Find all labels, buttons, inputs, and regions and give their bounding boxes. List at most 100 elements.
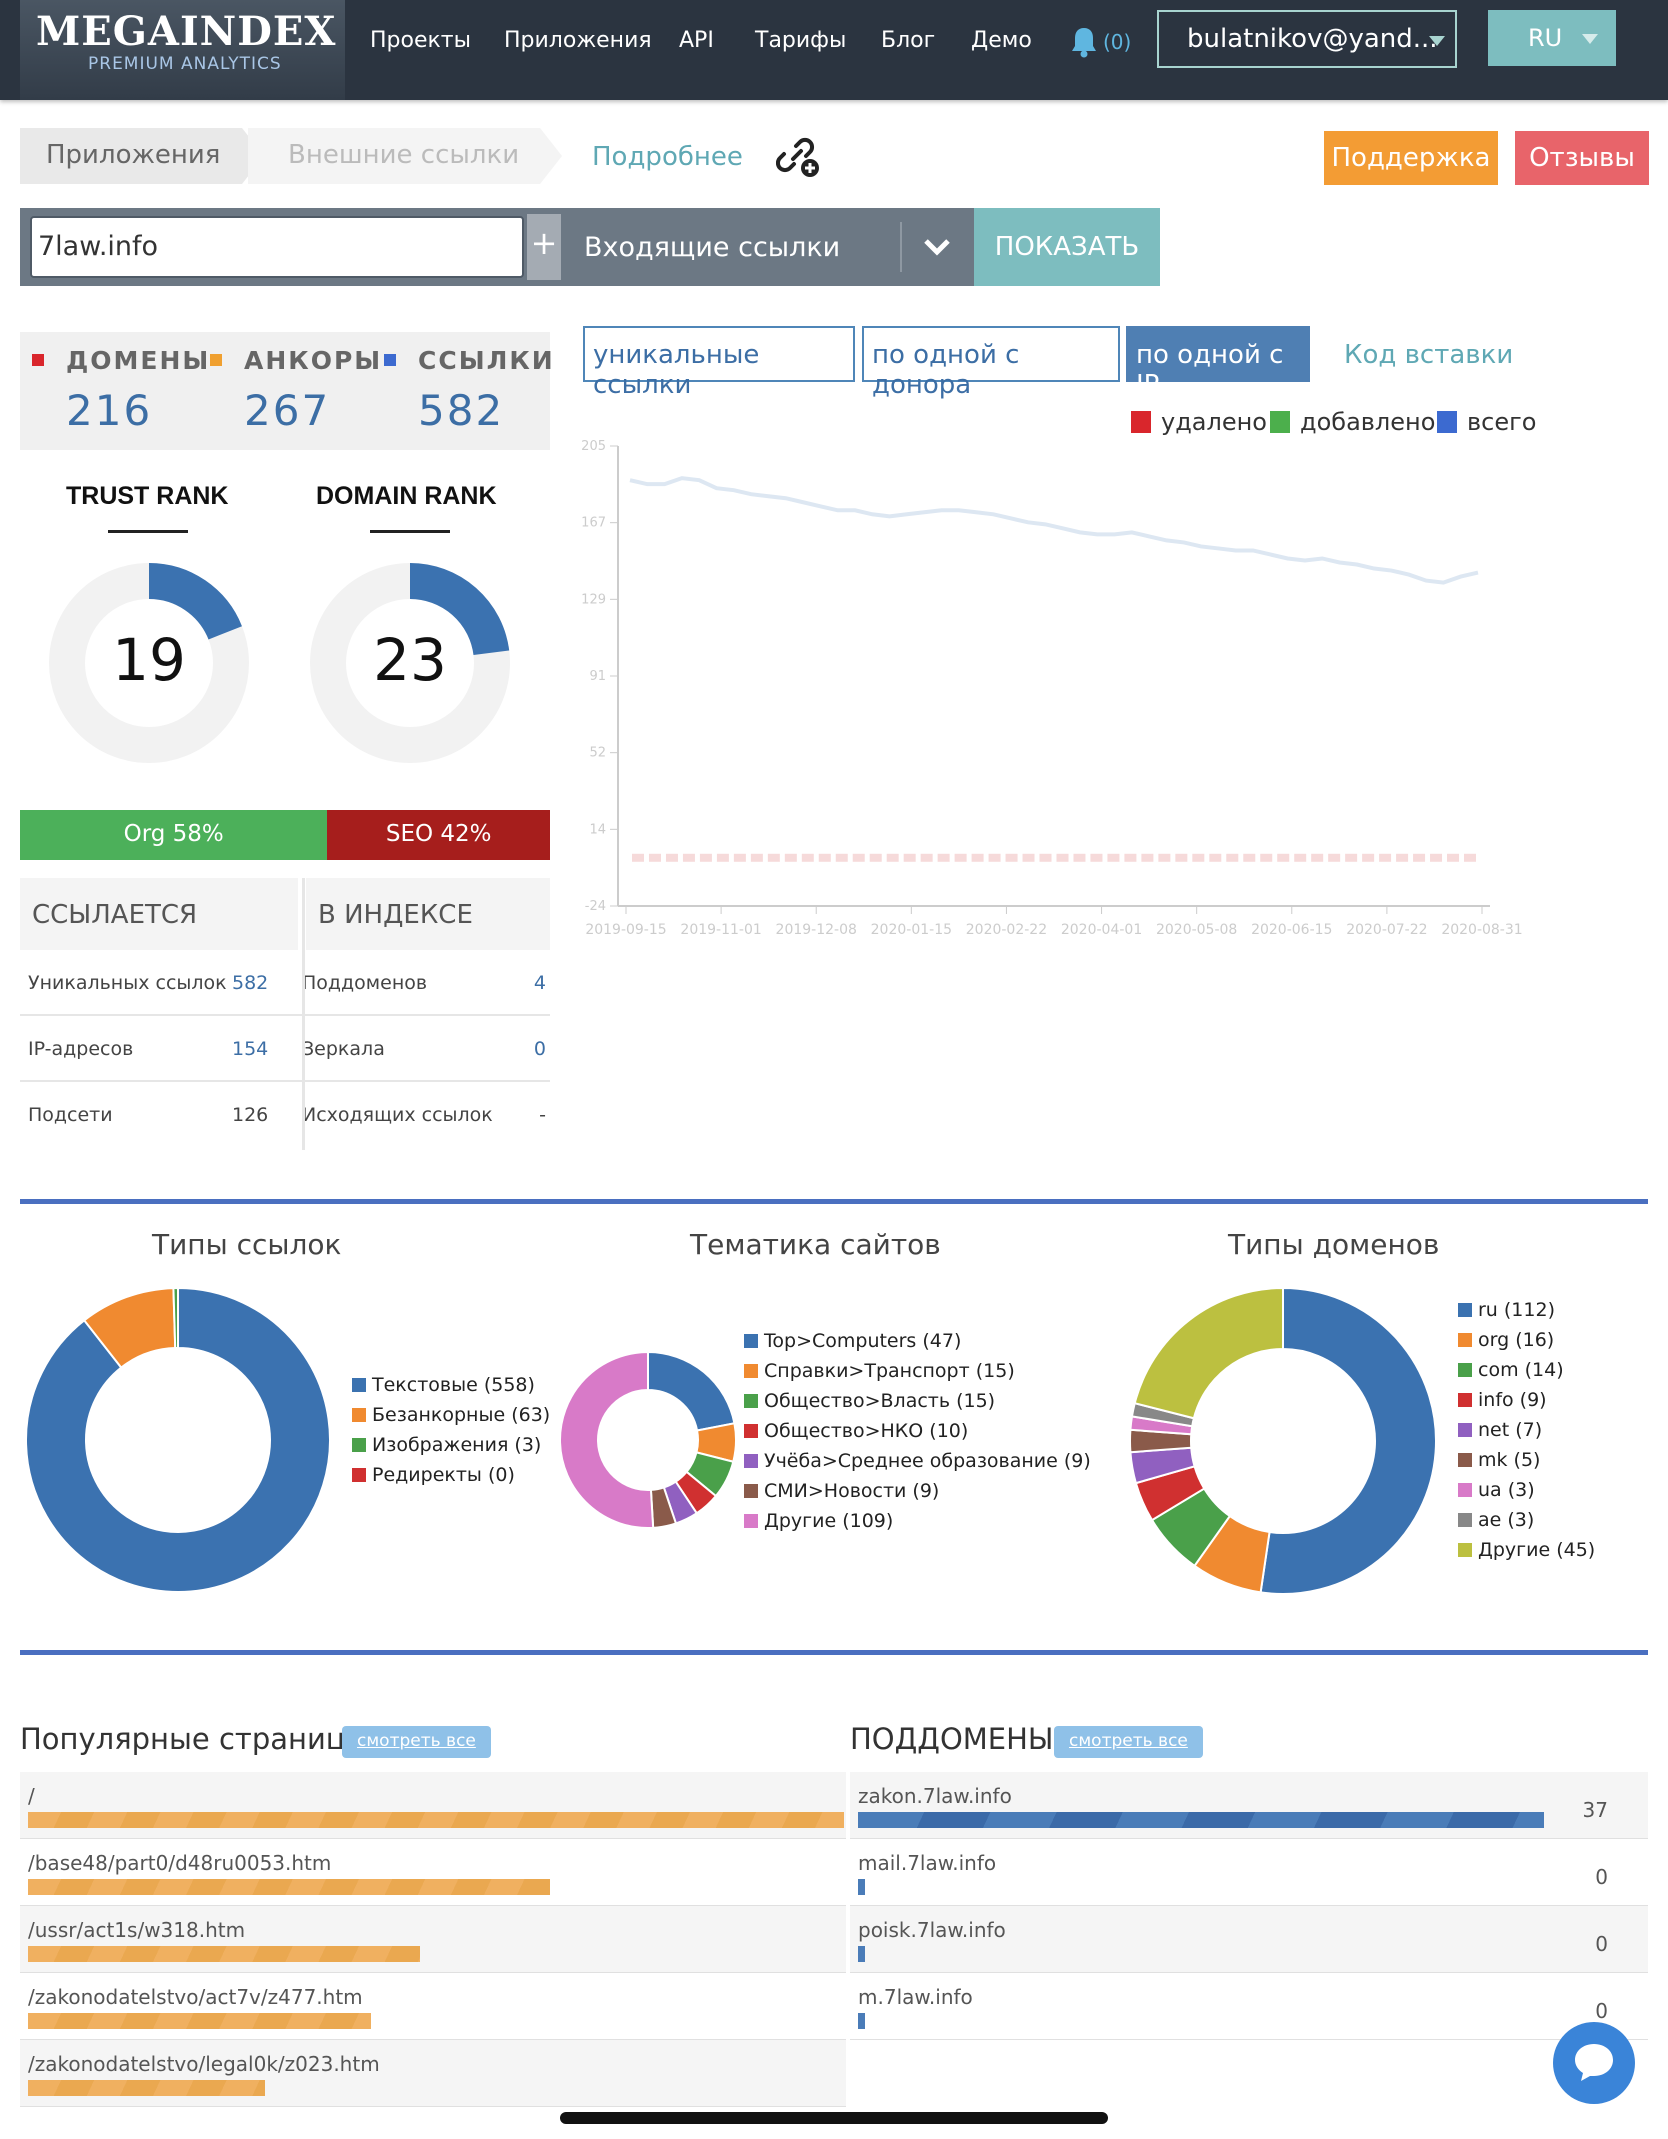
mode-select[interactable]: Входящие ссылки <box>584 232 841 263</box>
pie-slice[interactable] <box>647 1352 736 1432</box>
pie-slice[interactable] <box>26 1288 330 1592</box>
pie-slice[interactable] <box>560 1352 655 1528</box>
legend-item[interactable]: org (16) <box>1458 1325 1595 1355</box>
domains-value[interactable]: 216 <box>66 386 153 435</box>
nav-pricing[interactable]: Тарифы <box>755 28 847 53</box>
legend-item[interactable]: net (7) <box>1458 1415 1595 1445</box>
nav-apps[interactable]: Приложения <box>504 28 652 53</box>
legend-item[interactable]: Учёба>Среднее образование (9) <box>744 1446 1091 1476</box>
link-add-icon[interactable] <box>776 134 824 182</box>
legend-item[interactable]: Безанкорные (63) <box>352 1400 550 1430</box>
legend-item[interactable]: Другие (45) <box>1458 1535 1595 1565</box>
row-label: Уникальных ссылок <box>28 972 227 994</box>
legend-item[interactable]: mk (5) <box>1458 1445 1595 1475</box>
support-button[interactable]: Поддержка <box>1324 131 1498 185</box>
pie-slice[interactable] <box>172 1288 179 1350</box>
pie-slice[interactable] <box>1259 1288 1436 1594</box>
reviews-button[interactable]: Отзывы <box>1515 131 1649 185</box>
legend-label: Справки>Транспорт (15) <box>764 1360 1015 1382</box>
page-share-bar <box>28 1812 844 1828</box>
legend-item[interactable]: Top>Computers (47) <box>744 1326 1091 1356</box>
subdomain-name[interactable]: m.7law.info <box>858 1985 973 2009</box>
domain-input[interactable]: 7law.info <box>30 216 524 278</box>
nav-blog[interactable]: Блог <box>881 28 936 53</box>
anchors-value[interactable]: 267 <box>244 386 331 435</box>
logo[interactable]: MEGAINDEX PREMIUM ANALYTICS <box>20 0 345 100</box>
page-url[interactable]: /zakonodatelstvo/act7v/z477.htm <box>28 1985 363 2009</box>
nav-projects[interactable]: Проекты <box>370 28 471 53</box>
show-button[interactable]: ПОКАЗАТЬ <box>974 208 1160 286</box>
legend-label: Учёба>Среднее образование (9) <box>764 1450 1091 1472</box>
tab-one-per-donor[interactable]: по одной с донора <box>862 326 1120 400</box>
x-tick-label: 2020-08-31 <box>1441 922 1522 938</box>
subdomains-see-all-button[interactable]: смотреть все <box>1054 1726 1203 1758</box>
add-domain-button[interactable]: + <box>527 214 561 280</box>
notification-count[interactable]: (0) <box>1103 30 1132 54</box>
legend-item[interactable]: ae (3) <box>1458 1505 1595 1535</box>
legend-item[interactable]: com (14) <box>1458 1355 1595 1385</box>
popular-page-row[interactable]: /zakonodatelstvo/legal0k/z023.htm <box>20 2040 846 2107</box>
legend-item[interactable]: Общество>НКО (10) <box>744 1416 1091 1446</box>
subdomain-row[interactable]: zakon.7law.info 37 <box>850 1772 1648 1839</box>
links-value[interactable]: 582 <box>418 386 505 435</box>
row-value[interactable]: 0 <box>533 1038 546 1060</box>
x-tick-label: 2020-02-22 <box>966 922 1047 938</box>
popular-page-row[interactable]: /ussr/act1s/w318.htm <box>20 1906 846 1973</box>
legend-item[interactable]: Другие (109) <box>744 1506 1091 1536</box>
row-value[interactable]: 4 <box>533 972 546 994</box>
row-value[interactable]: 154 <box>232 1038 269 1060</box>
page-url[interactable]: /ussr/act1s/w318.htm <box>28 1918 246 1942</box>
legend-item[interactable]: Справки>Транспорт (15) <box>744 1356 1091 1386</box>
subdomain-name[interactable]: zakon.7law.info <box>858 1784 1012 1808</box>
page-url[interactable]: /base48/part0/d48ru0053.htm <box>28 1851 332 1875</box>
removed-bar <box>1022 853 1035 862</box>
legend-item[interactable]: Текстовые (558) <box>352 1370 550 1400</box>
page-url[interactable]: / <box>28 1784 35 1808</box>
subdomain-name[interactable]: poisk.7law.info <box>858 1918 1006 1942</box>
legend-item[interactable]: ru (112) <box>1458 1295 1595 1325</box>
bell-icon[interactable] <box>1070 26 1098 58</box>
legend-item[interactable]: СМИ>Новости (9) <box>744 1476 1091 1506</box>
removed-bar <box>818 853 831 862</box>
domain-types-donut <box>1130 1288 1436 1594</box>
subdomain-row[interactable]: poisk.7law.info 0 <box>850 1906 1648 1973</box>
removed-bar <box>852 853 865 862</box>
popular-page-row[interactable]: /base48/part0/d48ru0053.htm <box>20 1839 846 1906</box>
tab-one-per-ip[interactable]: по одной с IP <box>1126 326 1310 400</box>
nav-api[interactable]: API <box>679 28 714 53</box>
row-value[interactable]: 582 <box>232 972 269 994</box>
legend-swatch <box>1458 1453 1472 1467</box>
legend-item[interactable]: info (9) <box>1458 1385 1595 1415</box>
org-share: Org 58% <box>20 810 328 860</box>
table-divider <box>302 878 305 1150</box>
tab-unique-links[interactable]: уникальные ссылки <box>583 326 855 400</box>
breadcrumb-apps[interactable]: Приложения <box>20 128 264 184</box>
subdomain-share-bar <box>858 1812 1544 1828</box>
nav-demo[interactable]: Демо <box>971 28 1032 53</box>
page-share-bar <box>28 2013 371 2029</box>
legend-item[interactable]: Общество>Власть (15) <box>744 1386 1091 1416</box>
pie-slice[interactable] <box>1133 1288 1284 1420</box>
chevron-down-icon[interactable] <box>922 236 952 258</box>
subdomain-name[interactable]: mail.7law.info <box>858 1851 997 1875</box>
legend-item[interactable]: Редиректы (0) <box>352 1460 550 1490</box>
language-dropdown[interactable]: RU <box>1488 10 1616 66</box>
chat-button[interactable] <box>1553 2022 1635 2104</box>
legend-label: ru (112) <box>1478 1299 1555 1321</box>
popular-page-row[interactable]: / <box>20 1772 846 1839</box>
page-url[interactable]: /zakonodatelstvo/legal0k/z023.htm <box>28 2052 380 2076</box>
subdomain-row[interactable]: m.7law.info 0 <box>850 1973 1648 2040</box>
subdomain-row[interactable]: mail.7law.info 0 <box>850 1839 1648 1906</box>
legend-item[interactable]: Изображения (3) <box>352 1430 550 1460</box>
x-tick-label: 2019-12-08 <box>776 922 857 938</box>
legend-added[interactable]: добавлено <box>1270 408 1435 436</box>
legend-removed[interactable]: удалено <box>1131 408 1267 436</box>
legend-item[interactable]: ua (3) <box>1458 1475 1595 1505</box>
user-dropdown[interactable]: bulatnikov@yand... <box>1157 10 1457 68</box>
legend-total[interactable]: всего <box>1437 408 1536 436</box>
more-link[interactable]: Подробнее <box>592 142 743 172</box>
breadcrumb-external-links[interactable]: Внешние ссылки <box>248 128 562 184</box>
popular-page-row[interactable]: /zakonodatelstvo/act7v/z477.htm <box>20 1973 846 2040</box>
popular-see-all-button[interactable]: смотреть все <box>342 1726 491 1758</box>
embed-code-link[interactable]: Код вставки <box>1344 340 1514 370</box>
